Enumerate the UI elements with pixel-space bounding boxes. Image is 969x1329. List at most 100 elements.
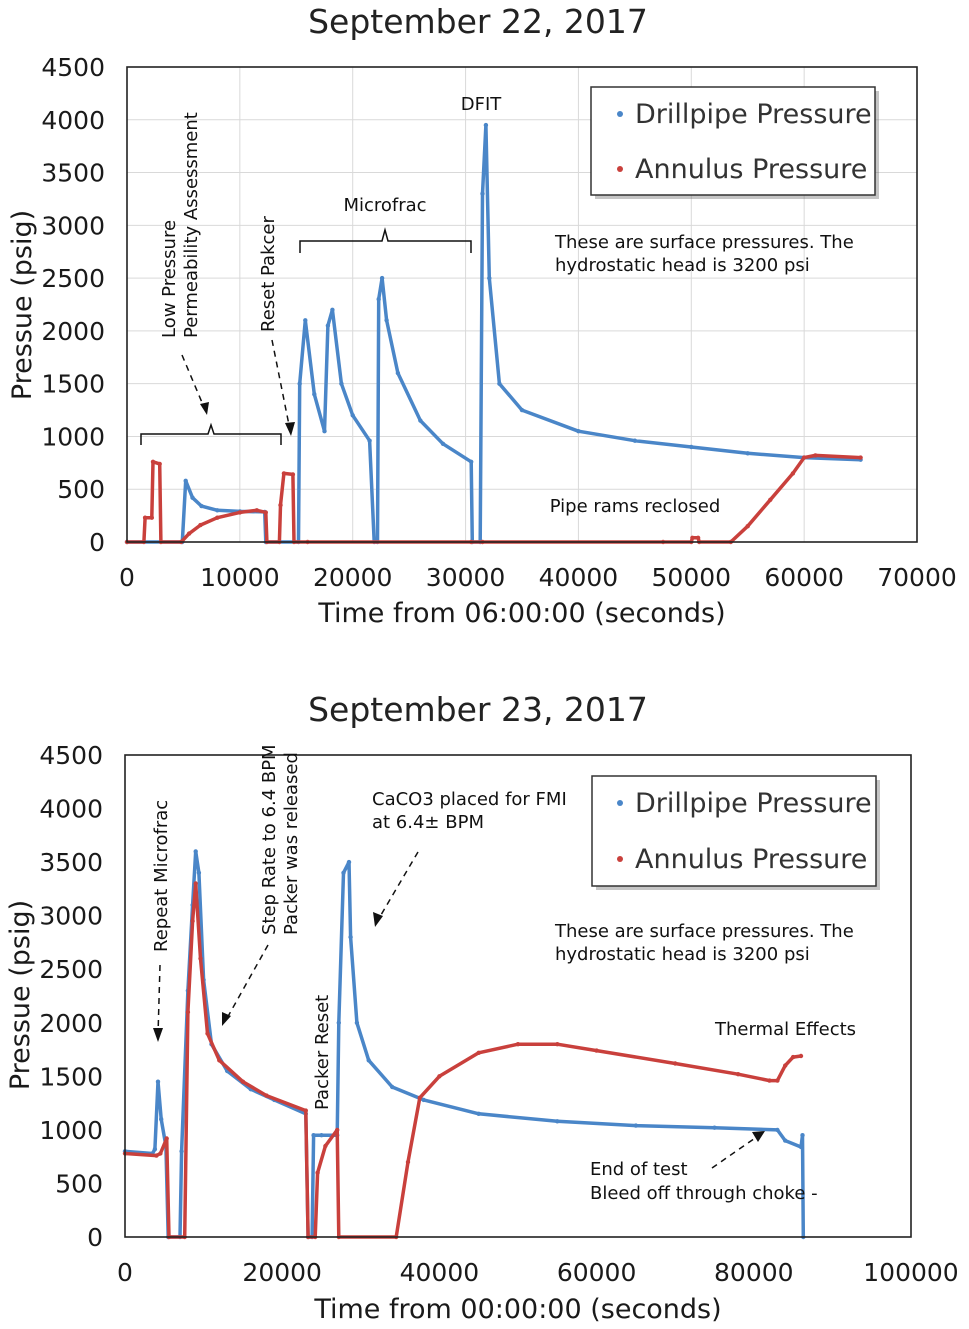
annotation-end-of-test: End of test Bleed off through choke -: [590, 1131, 818, 1204]
x-tick-label: 60000: [764, 563, 844, 592]
x-tick-label: 40000: [539, 563, 619, 592]
data-point: [150, 459, 156, 464]
legend-box: [591, 775, 877, 887]
plot-frame: [126, 66, 918, 543]
data-point: [367, 438, 372, 443]
legend-marker-annulus: [617, 166, 623, 172]
data-point: [312, 392, 317, 397]
data-point: [775, 1127, 780, 1133]
y-tick-label: 4000: [41, 106, 105, 135]
data-point: [179, 1149, 184, 1154]
data-point: [440, 441, 446, 446]
x-tick-label: 30000: [426, 563, 506, 592]
x-tick-label: 70000: [877, 563, 957, 592]
data-point: [346, 859, 352, 865]
annotation-reset-packer: Reset Pakcer: [258, 216, 295, 436]
data-point: [790, 1054, 796, 1060]
data-point: [555, 1119, 560, 1124]
data-point: [790, 471, 796, 476]
y-tick-label: 1000: [39, 1116, 103, 1145]
data-point: [341, 870, 346, 875]
series-drillpipe-pressure: [122, 849, 806, 1240]
legend: Drillpipe Pressure Annulus Pressure: [591, 775, 880, 890]
data-point: [330, 307, 335, 312]
data-point: [185, 1009, 191, 1015]
y-tick-label: 2500: [39, 955, 103, 984]
arrow-head: [285, 422, 295, 436]
annotation-dfit: DFIT: [461, 94, 503, 115]
data-point: [483, 122, 489, 128]
arrow-head: [200, 402, 209, 415]
chart-title: September 23, 2017: [308, 690, 648, 729]
annotation-bracket: [299, 227, 472, 253]
data-point: [395, 370, 401, 376]
data-point: [240, 1079, 246, 1084]
annotation-text: Microfrac: [343, 195, 426, 216]
annotation-arrow: [377, 851, 419, 921]
annotation-text: Low Pressure: [159, 220, 180, 338]
annotation-surface-note-2: hydrostatic head is 3200 psi: [555, 944, 810, 965]
annotation-packer-reset: Packer Reset: [312, 995, 333, 1110]
series-annulus-pressure: [124, 453, 863, 545]
data-point: [519, 407, 525, 413]
annotation-text: CaCO3 placed for FMI: [372, 789, 567, 810]
data-point: [745, 451, 750, 456]
data-point: [237, 510, 243, 515]
data-point: [264, 1093, 269, 1098]
data-point: [418, 418, 423, 423]
data-point: [379, 275, 385, 281]
data-point: [735, 1072, 741, 1077]
plot-frame: [124, 754, 912, 1238]
data-point: [152, 1147, 158, 1152]
data-point: [142, 515, 148, 520]
annotation-surface-note-2: hydrostatic head is 3200 psi: [555, 255, 810, 276]
data-point: [476, 1111, 481, 1117]
data-point: [673, 1061, 678, 1066]
data-point: [263, 510, 268, 515]
data-point: [190, 918, 195, 924]
data-point: [183, 478, 188, 483]
data-point: [689, 444, 694, 450]
x-tick-label: 100000: [863, 1258, 958, 1287]
annotation-text: Permeability Assessment: [181, 112, 202, 338]
legend-marker-annulus: [617, 856, 623, 862]
y-tick-label: 3500: [41, 159, 105, 188]
data-point: [469, 459, 474, 464]
data-point: [421, 1097, 426, 1103]
data-point: [217, 1058, 222, 1063]
x-axis-label: Time from 00:00:00 (seconds): [313, 1294, 721, 1325]
legend: Drillpipe Pressure Annulus Pressure: [590, 86, 879, 199]
data-point: [384, 318, 389, 323]
y-tick-label: 2000: [41, 317, 105, 346]
annotation-surface-note-1: These are surface pressures. The: [554, 921, 854, 942]
chart-sept-23: September 23, 2017 0 500 1000 1500 2000 2500 3…: [5, 690, 959, 1325]
data-point: [193, 881, 198, 886]
legend-marker-drillpipe: [617, 111, 623, 117]
annotation-arrow: [711, 1135, 759, 1169]
y-tick-label: 4500: [39, 741, 103, 770]
data-point: [417, 1095, 422, 1101]
y-tick-label: 0: [87, 1223, 103, 1252]
series-annulus-pressure: [122, 881, 804, 1240]
data-point: [858, 455, 863, 460]
y-tick-label: 1500: [39, 1062, 103, 1091]
data-point: [487, 275, 492, 281]
annotation-arrow: [271, 339, 291, 431]
y-tick-label: 3000: [41, 211, 105, 240]
legend-label-drillpipe: Drillpipe Pressure: [635, 99, 872, 130]
y-tick-label: 500: [55, 1169, 103, 1198]
x-tick-label: 40000: [400, 1258, 480, 1287]
annotation-text: Packer was released: [281, 752, 302, 935]
data-point: [154, 1153, 159, 1158]
data-point: [695, 535, 701, 540]
data-point: [297, 381, 302, 386]
annotation-arrow: [225, 944, 269, 1021]
annotation-text: Bleed off through choke -: [590, 1183, 818, 1204]
annotation-text: at 6.4± BPM: [372, 812, 484, 833]
data-point: [319, 1133, 324, 1138]
data-point: [290, 472, 296, 477]
data-point: [311, 1133, 316, 1138]
data-point: [476, 1050, 481, 1056]
